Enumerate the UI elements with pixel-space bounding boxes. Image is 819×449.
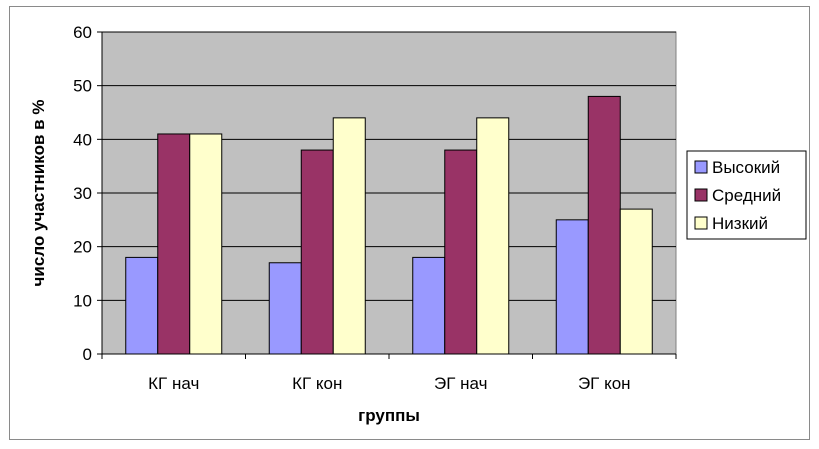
bar bbox=[268, 262, 302, 355]
bar bbox=[587, 95, 621, 355]
bar bbox=[157, 133, 191, 355]
x-category-label: ЭГ кон bbox=[578, 374, 631, 393]
bar bbox=[332, 117, 366, 355]
bar bbox=[444, 149, 478, 355]
x-category-labels: КГ нач КГ кон ЭГ нач ЭГ кон bbox=[101, 354, 677, 393]
y-tick-label: 40 bbox=[73, 130, 92, 149]
bar bbox=[189, 133, 223, 355]
y-tick-label: 20 bbox=[73, 238, 92, 257]
legend-swatch bbox=[694, 160, 708, 174]
x-axis-title: группы bbox=[358, 406, 420, 425]
bar bbox=[619, 208, 653, 355]
bar bbox=[555, 219, 589, 355]
y-tick-labels: 0 10 20 30 40 50 60 bbox=[73, 23, 92, 364]
y-tick-label: 0 bbox=[83, 345, 92, 364]
y-tick-label: 10 bbox=[73, 291, 92, 310]
x-category-label: ЭГ нач bbox=[434, 374, 487, 393]
y-tick-label: 60 bbox=[73, 23, 92, 42]
x-category-label: КГ нач bbox=[148, 374, 199, 393]
legend-label: Низкий bbox=[712, 214, 768, 233]
bar bbox=[476, 117, 510, 355]
y-tick-label: 50 bbox=[73, 77, 92, 96]
legend-label: Высокий bbox=[712, 158, 780, 177]
bar bbox=[412, 256, 446, 355]
legend: Высокий Средний Низкий bbox=[686, 150, 807, 240]
y-tick-label: 30 bbox=[73, 184, 92, 203]
bars bbox=[125, 95, 653, 355]
x-category-label: КГ кон bbox=[292, 374, 342, 393]
legend-swatch bbox=[694, 216, 708, 230]
legend-label: Средний bbox=[712, 186, 781, 205]
legend-swatch bbox=[694, 188, 708, 202]
bar bbox=[125, 256, 159, 355]
y-axis-title: число участников в % bbox=[29, 100, 48, 287]
bar bbox=[300, 149, 334, 355]
